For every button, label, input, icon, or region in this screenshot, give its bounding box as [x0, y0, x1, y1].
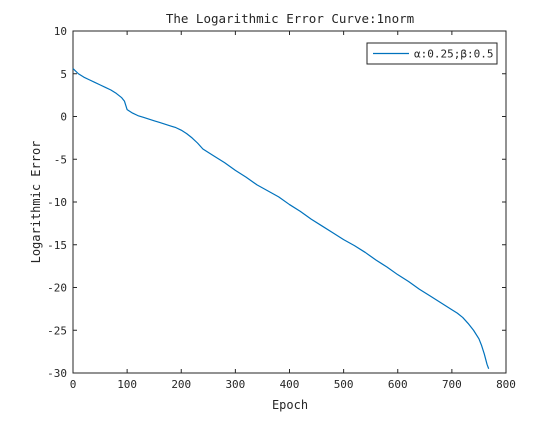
- x-tick-label: 100: [117, 378, 137, 391]
- x-axis-ticks: 0 100 200 300 400 500 600 700 800: [70, 31, 516, 391]
- y-tick-label: -30: [47, 367, 67, 380]
- legend: α:0.25;β:0.5: [366, 42, 498, 65]
- plot-area: [72, 30, 507, 374]
- x-tick-label: 200: [171, 378, 191, 391]
- x-tick-label: 400: [280, 378, 300, 391]
- x-tick-label: 700: [442, 378, 462, 391]
- series-line-0: [72, 68, 490, 369]
- x-tick-label: 800: [496, 378, 516, 391]
- x-tick-label: 300: [225, 378, 245, 391]
- y-tick-label: -20: [47, 282, 67, 295]
- legend-entry-label: α:0.25;β:0.5: [414, 48, 493, 61]
- x-axis-label: Epoch: [272, 398, 308, 412]
- series-layer: [72, 68, 490, 369]
- y-tick-label: -15: [47, 239, 67, 252]
- x-tick-label: 600: [388, 378, 408, 391]
- y-axis-label: Logarithmic Error: [29, 141, 43, 264]
- x-tick-label: 500: [334, 378, 354, 391]
- y-axis-ticks: 10 5 0 -5 -10 -15 -20 -25 -30: [47, 25, 506, 380]
- legend-box: [366, 42, 498, 65]
- x-tick-label: 0: [70, 378, 77, 391]
- y-tick-label: -10: [47, 196, 67, 209]
- y-tick-label: 10: [54, 25, 67, 38]
- chart-title: The Logarithmic Error Curve:1norm: [166, 11, 414, 26]
- y-tick-label: -5: [54, 153, 67, 166]
- y-tick-label: 5: [60, 68, 67, 81]
- y-tick-label: -25: [47, 324, 67, 337]
- y-tick-label: 0: [60, 111, 67, 124]
